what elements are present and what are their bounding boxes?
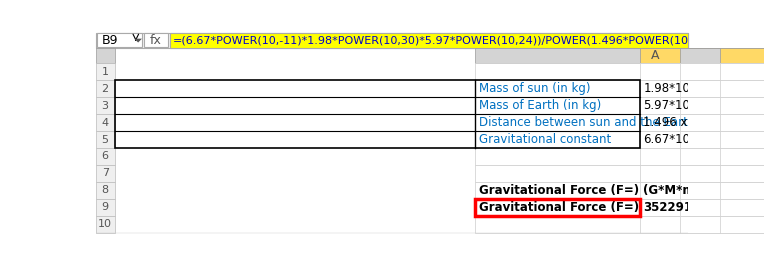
Bar [680,97,720,114]
Text: 10: 10 [99,219,112,229]
Bar [680,148,720,165]
Bar [475,165,764,182]
Text: Gravitational Force (F=): Gravitational Force (F=) [479,184,639,197]
Bar [475,199,764,216]
Text: Gravitational Force (F=): Gravitational Force (F=) [479,201,639,214]
Bar [96,165,115,182]
Polygon shape [134,39,142,43]
Text: Distance between sun and the Earth (in meters): Distance between sun and the Earth (in m… [479,116,764,129]
Bar [475,216,764,233]
Text: Mass of sun (in kg): Mass of sun (in kg) [479,82,591,95]
Text: 35229150283107900000000: 35229150283107900000000 [643,201,764,214]
Text: Gravitational constant: Gravitational constant [479,133,611,146]
Text: 2: 2 [102,84,108,94]
Bar [475,48,764,63]
Text: 8: 8 [102,185,108,195]
Bar [475,97,764,114]
Text: 1.98*10^30: 1.98*10^30 [643,82,715,95]
Text: B: B [717,49,726,62]
Bar [475,131,764,148]
Bar [639,148,764,165]
Bar [475,80,764,97]
Text: Mass of Earth (in kg): Mass of Earth (in kg) [479,99,601,112]
Bar [639,165,764,182]
Bar [96,182,115,199]
Bar [475,63,764,80]
Text: =(6.67*POWER(10,-11)*1.98*POWER(10,30)*5.97*POWER(10,24))/POWER(1.496*POWER(10,1: =(6.67*POWER(10,-11)*1.98*POWER(10,30)*5… [173,35,726,45]
Bar [96,48,115,63]
Bar [680,216,720,233]
Text: 6.67*10^-11: 6.67*10^-11 [643,133,720,146]
Bar [639,182,764,199]
Bar [639,48,764,63]
Bar [680,48,720,63]
Bar [96,33,688,48]
Text: 1.496 x 10^11: 1.496 x 10^11 [643,116,731,129]
Text: fx: fx [150,34,162,47]
Bar [639,199,764,216]
Bar [475,182,764,199]
Bar [680,199,720,216]
Text: B9: B9 [102,34,118,47]
Bar [96,148,115,165]
Text: 9: 9 [102,202,108,212]
Bar [96,131,115,148]
Bar [680,114,720,131]
Text: 7: 7 [102,169,108,178]
Text: 3: 3 [102,101,108,111]
Bar [97,33,142,47]
Bar [639,131,764,148]
Bar [115,80,639,148]
Bar [680,63,720,80]
Bar [639,63,764,80]
Bar [96,199,115,216]
Text: C: C [696,49,704,62]
Text: 6: 6 [102,151,108,162]
Text: A: A [651,49,659,62]
Bar [144,33,167,47]
Bar [680,131,720,148]
Text: 5: 5 [102,134,108,144]
Text: 4: 4 [102,118,108,128]
Bar [639,97,764,114]
Text: (G*M*m)/r^2: (G*M*m)/r^2 [643,184,728,197]
Bar [680,80,720,97]
Bar [96,216,115,233]
Bar [96,63,115,80]
Bar [639,114,764,131]
Bar [680,182,720,199]
Text: 5.97*10^24: 5.97*10^24 [643,99,715,112]
Bar [96,114,115,131]
Bar [475,148,764,165]
Bar [475,199,639,216]
Bar [639,80,764,97]
Bar [639,216,764,233]
Bar [170,33,688,48]
Bar [96,80,115,97]
Bar [475,114,764,131]
Text: 1: 1 [102,67,108,77]
Bar [680,165,720,182]
Bar [96,97,115,114]
